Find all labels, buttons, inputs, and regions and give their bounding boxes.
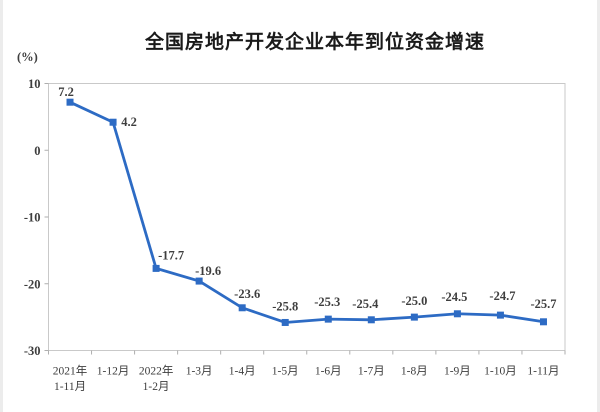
series-line <box>68 100 545 324</box>
data-point-marker <box>195 277 203 285</box>
data-point-label: -25.8 <box>272 299 298 313</box>
x-tick-label: 1-10月 <box>484 366 517 378</box>
data-point-label: 4.2 <box>121 115 137 129</box>
x-tick-label: 1-3月 <box>186 366 213 378</box>
data-point-marker <box>410 313 418 321</box>
data-point-label: -19.6 <box>195 264 221 278</box>
x-tick-label: 1-12月 <box>97 366 130 378</box>
data-point-label: -23.6 <box>234 287 260 301</box>
y-axis-unit-label: (%) <box>17 50 38 64</box>
data-point-marker <box>539 318 547 326</box>
data-point-marker <box>109 118 117 126</box>
x-tick-label: 1-11月 <box>527 366 559 378</box>
data-point-marker <box>66 98 74 106</box>
data-point-label: -25.0 <box>401 294 427 308</box>
y-tick-label: -20 <box>24 277 41 291</box>
x-tick-label: 1-7月 <box>358 366 385 378</box>
y-tick-label: 0 <box>34 144 40 158</box>
page-right-edge <box>597 0 600 412</box>
x-tick-label: 1-4月 <box>229 366 256 378</box>
data-point-label: -25.3 <box>314 295 340 309</box>
data-point-label: -25.4 <box>352 297 379 311</box>
x-tick-label: 1-8月 <box>401 366 428 378</box>
y-tick-label: -30 <box>24 344 41 358</box>
data-point-marker <box>453 310 461 318</box>
y-tick-label: 10 <box>28 77 41 91</box>
chart-title: 全国房地产开发企业本年到位资金增速 <box>144 32 485 53</box>
y-tick-label: -10 <box>24 211 41 225</box>
data-point-label: 7.2 <box>58 85 74 99</box>
x-tick-label: 2021年 1-11月 <box>53 364 88 394</box>
data-point-label: -25.7 <box>530 297 556 311</box>
data-point-marker <box>496 311 504 319</box>
x-tick-label: 1-6月 <box>315 366 342 378</box>
data-point-marker <box>367 316 375 324</box>
page-left-edge <box>0 0 3 412</box>
x-tick-label: 1-5月 <box>272 366 299 378</box>
data-point-marker <box>238 304 246 312</box>
data-point-label: -24.7 <box>489 289 515 303</box>
data-point-label: -24.5 <box>441 290 467 304</box>
data-point-marker <box>324 315 332 323</box>
x-tick-label: 2022年 1-2月 <box>139 364 174 394</box>
x-tick-label: 1-9月 <box>444 366 471 378</box>
data-point-marker <box>152 264 160 272</box>
data-point-marker <box>281 318 289 326</box>
data-point-label: -17.7 <box>158 248 184 262</box>
